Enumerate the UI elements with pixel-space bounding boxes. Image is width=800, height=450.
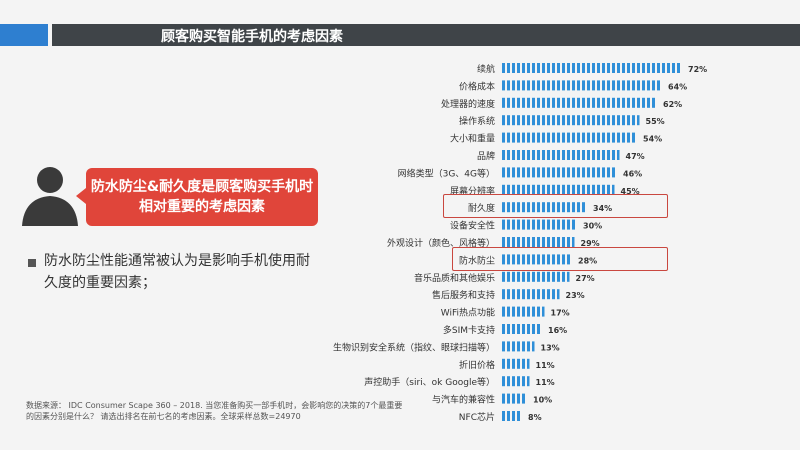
bar	[502, 289, 560, 300]
bar	[502, 341, 535, 352]
category-label: 生物识别安全系统（指纹、眼球扫描等）	[333, 341, 495, 353]
category-label: WiFi热点功能	[441, 307, 495, 319]
bar	[502, 202, 585, 213]
bar	[502, 97, 655, 108]
value-label: 10%	[533, 396, 552, 405]
bar	[502, 167, 615, 178]
category-label: 防水防尘	[459, 254, 495, 266]
value-label: 8%	[528, 413, 542, 422]
bar	[502, 132, 635, 143]
value-label: 34%	[593, 204, 612, 213]
bar	[502, 219, 575, 230]
category-label: 折旧价格	[459, 359, 495, 371]
category-label: 大小和重量	[450, 133, 495, 145]
bullet-marker	[28, 259, 36, 267]
bar	[502, 115, 640, 126]
category-label: 声控助手（siri、ok Google等）	[364, 376, 495, 388]
bar	[502, 184, 615, 195]
callout-box: 防水防尘&耐久度是顾客购买手机时相对重要的考虑因素	[76, 168, 318, 226]
category-label: 多SIM卡支持	[443, 324, 495, 336]
person-icon	[22, 167, 78, 226]
title-accent	[0, 24, 48, 46]
category-label: 屏幕分辨率	[450, 185, 495, 197]
category-label: 操作系统	[459, 115, 495, 127]
bar	[502, 63, 680, 73]
category-label: 外观设计（颜色、风格等）	[387, 237, 495, 249]
bar	[502, 411, 520, 421]
category-label: 网络类型（3G、4G等）	[398, 167, 495, 179]
value-label: 47%	[626, 152, 645, 161]
highlight-box-durability	[443, 194, 668, 218]
category-label: NFC芯片	[459, 411, 495, 423]
category-label: 与汽车的兼容性	[432, 394, 495, 406]
source-note: 数据来源： IDC Consumer Scape 360 – 2018. 当您准…	[26, 401, 403, 421]
category-label: 品牌	[477, 150, 495, 162]
bar	[502, 324, 540, 334]
value-label: 23%	[566, 291, 585, 300]
value-label: 11%	[536, 361, 555, 370]
bar	[502, 393, 525, 404]
bar	[502, 271, 570, 282]
value-label: 17%	[551, 309, 570, 318]
value-label: 28%	[578, 256, 597, 265]
value-label: 64%	[668, 82, 687, 91]
bullet-text: 防水防尘性能通常被认为是影响手机使用耐久度的重要因素；	[44, 253, 310, 291]
value-label: 46%	[623, 169, 642, 178]
value-label: 54%	[643, 135, 662, 144]
bar	[502, 150, 620, 160]
category-label: 设备安全性	[450, 220, 495, 232]
value-label: 45%	[621, 187, 640, 196]
category-label: 售后服务和支持	[432, 289, 495, 301]
value-label: 27%	[576, 274, 595, 283]
category-label: 耐久度	[468, 202, 495, 214]
value-label: 55%	[646, 117, 665, 126]
bar	[502, 237, 575, 247]
category-label: 续航	[477, 63, 495, 75]
category-label: 处理器的速度	[441, 98, 495, 110]
page-title: 顾客购买智能手机的考虑因素	[161, 29, 343, 45]
bar	[502, 376, 530, 387]
title-bar: 顾客购买智能手机的考虑因素	[0, 24, 800, 46]
value-label: 72%	[688, 65, 707, 74]
value-label: 16%	[548, 326, 567, 335]
bar	[502, 80, 660, 91]
category-label: 价格成本	[459, 80, 495, 92]
bar	[502, 306, 545, 317]
value-label: 29%	[581, 239, 600, 248]
bar	[502, 358, 530, 369]
highlight-box-waterproof	[452, 247, 668, 271]
value-label: 13%	[541, 343, 560, 352]
value-label: 30%	[583, 222, 602, 231]
title-background	[52, 24, 800, 46]
bar	[502, 254, 570, 265]
value-label: 62%	[663, 100, 682, 109]
category-label: 音乐品质和其他娱乐	[414, 272, 495, 284]
value-label: 11%	[536, 378, 555, 387]
